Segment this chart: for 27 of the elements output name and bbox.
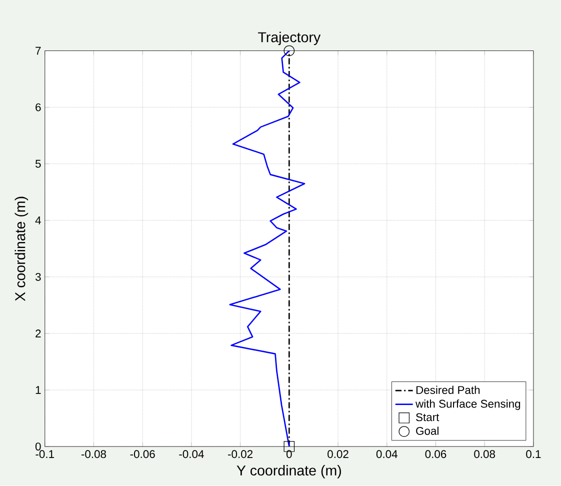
y-tick-label: 3	[35, 273, 41, 282]
legend-label: Desired Path	[416, 386, 480, 394]
y-tick-label: 1	[36, 386, 41, 394]
chart-title: Trajectory	[258, 32, 321, 46]
y-tick-label: 5	[35, 160, 41, 168]
x-tick-label: 0.06	[425, 450, 446, 458]
x-tick-label: 0.04	[376, 450, 398, 458]
x-tick-label: -0.06	[130, 450, 155, 458]
x-tick-label: -0.08	[81, 450, 106, 458]
y-tick-label: 6	[36, 103, 41, 112]
x-tick-label: 0.02	[328, 450, 348, 458]
x-tick-label: -0.04	[179, 450, 204, 458]
y-tick-label: 4	[35, 216, 41, 224]
x-tick-label: 0.08	[474, 450, 496, 458]
line-series	[229, 50, 306, 447]
x-tick-label: -0.02	[228, 450, 253, 458]
x-tick-label: 0.1	[526, 450, 541, 458]
legend-label: with Surface Sensing	[416, 400, 520, 410]
y-tick-label: 0	[35, 442, 41, 451]
legend-label: Goal	[416, 426, 438, 436]
y-tick-label: 2	[36, 330, 41, 338]
x-axis-title: Y coordinate (m)	[236, 465, 341, 479]
y-axis-title: X coordinate (m)	[14, 196, 28, 302]
x-tick-label: -0.1	[36, 450, 54, 458]
x-tick-label: 0	[286, 450, 292, 458]
y-tick-label: 7	[36, 47, 41, 55]
legend-label: Start	[416, 413, 440, 422]
